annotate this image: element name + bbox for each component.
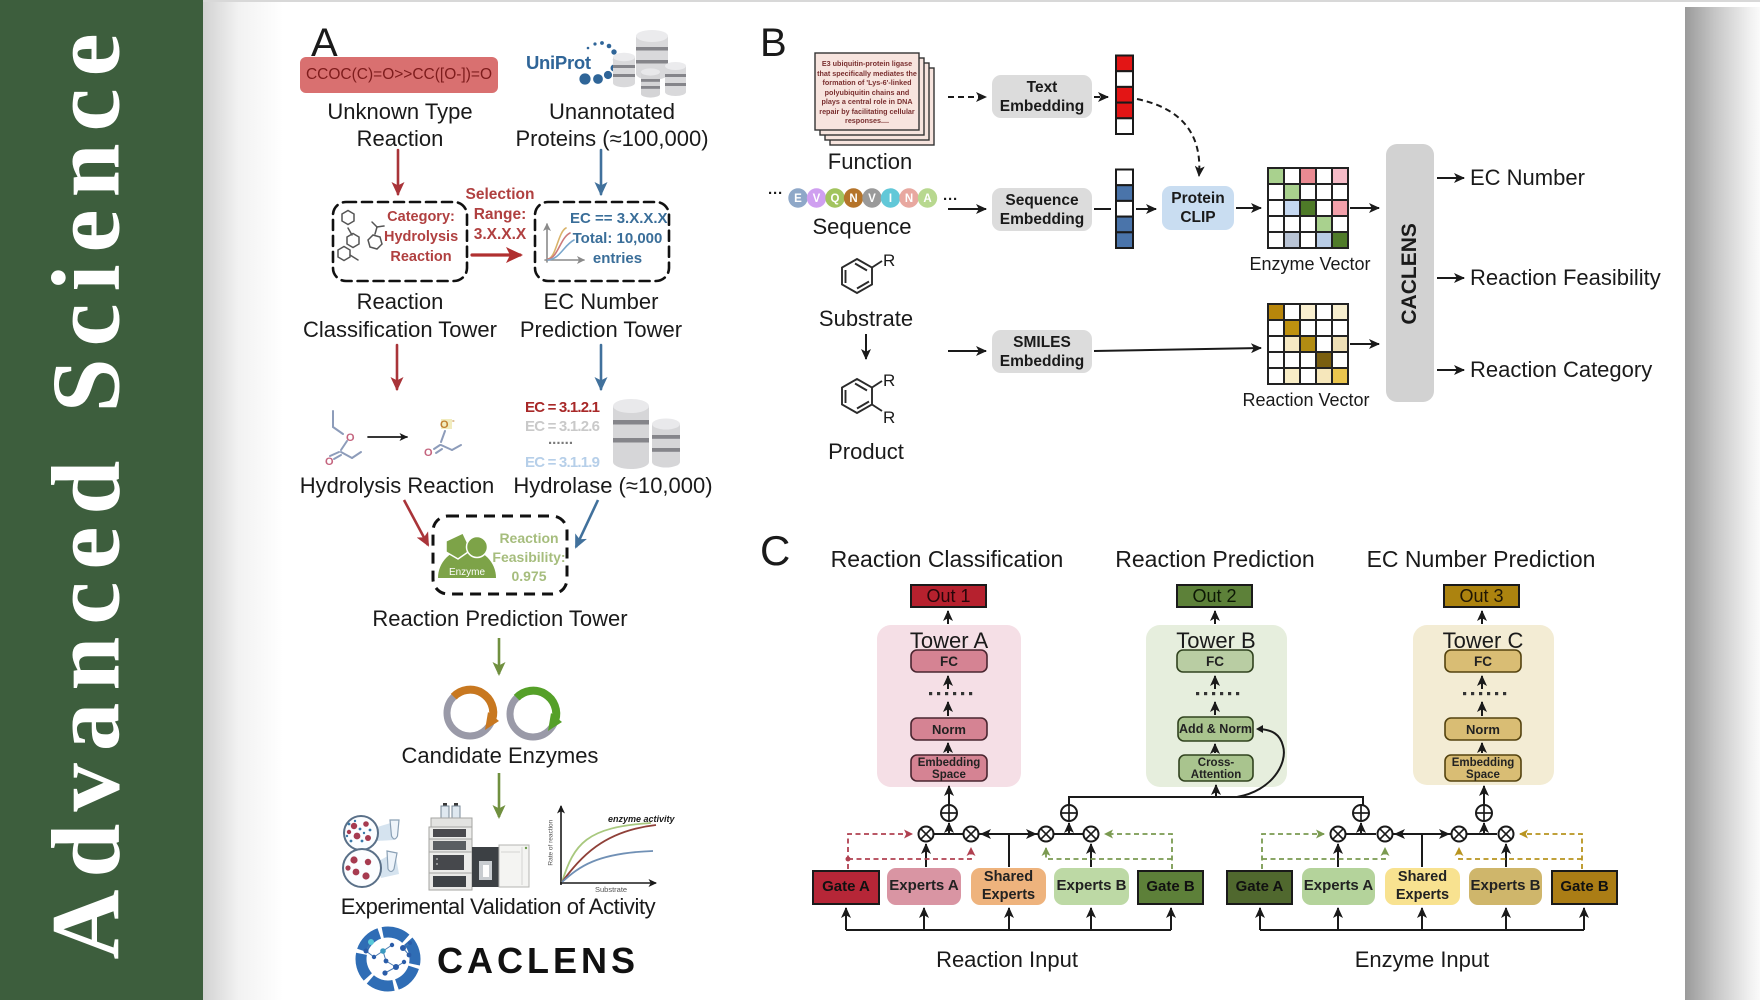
svg-text:Enzyme: Enzyme	[449, 567, 486, 578]
svg-text:R: R	[883, 371, 895, 390]
svg-text:V: V	[868, 193, 876, 205]
svg-text:V: V	[813, 193, 821, 205]
svg-text:O: O	[440, 419, 449, 431]
svg-text:Q: Q	[831, 193, 840, 205]
svg-text:A: A	[923, 193, 931, 205]
svg-text:O: O	[325, 456, 334, 468]
svg-text:-: -	[452, 416, 455, 425]
svg-text:UniProt: UniProt	[526, 52, 591, 73]
svg-text:E: E	[794, 193, 802, 205]
svg-text:R: R	[883, 408, 895, 427]
svg-text:I: I	[889, 193, 892, 205]
svg-text:N: N	[849, 193, 857, 205]
svg-text:N: N	[905, 193, 913, 205]
svg-text:O: O	[346, 432, 355, 444]
svg-text:O: O	[424, 447, 433, 459]
svg-text:R: R	[883, 251, 895, 270]
